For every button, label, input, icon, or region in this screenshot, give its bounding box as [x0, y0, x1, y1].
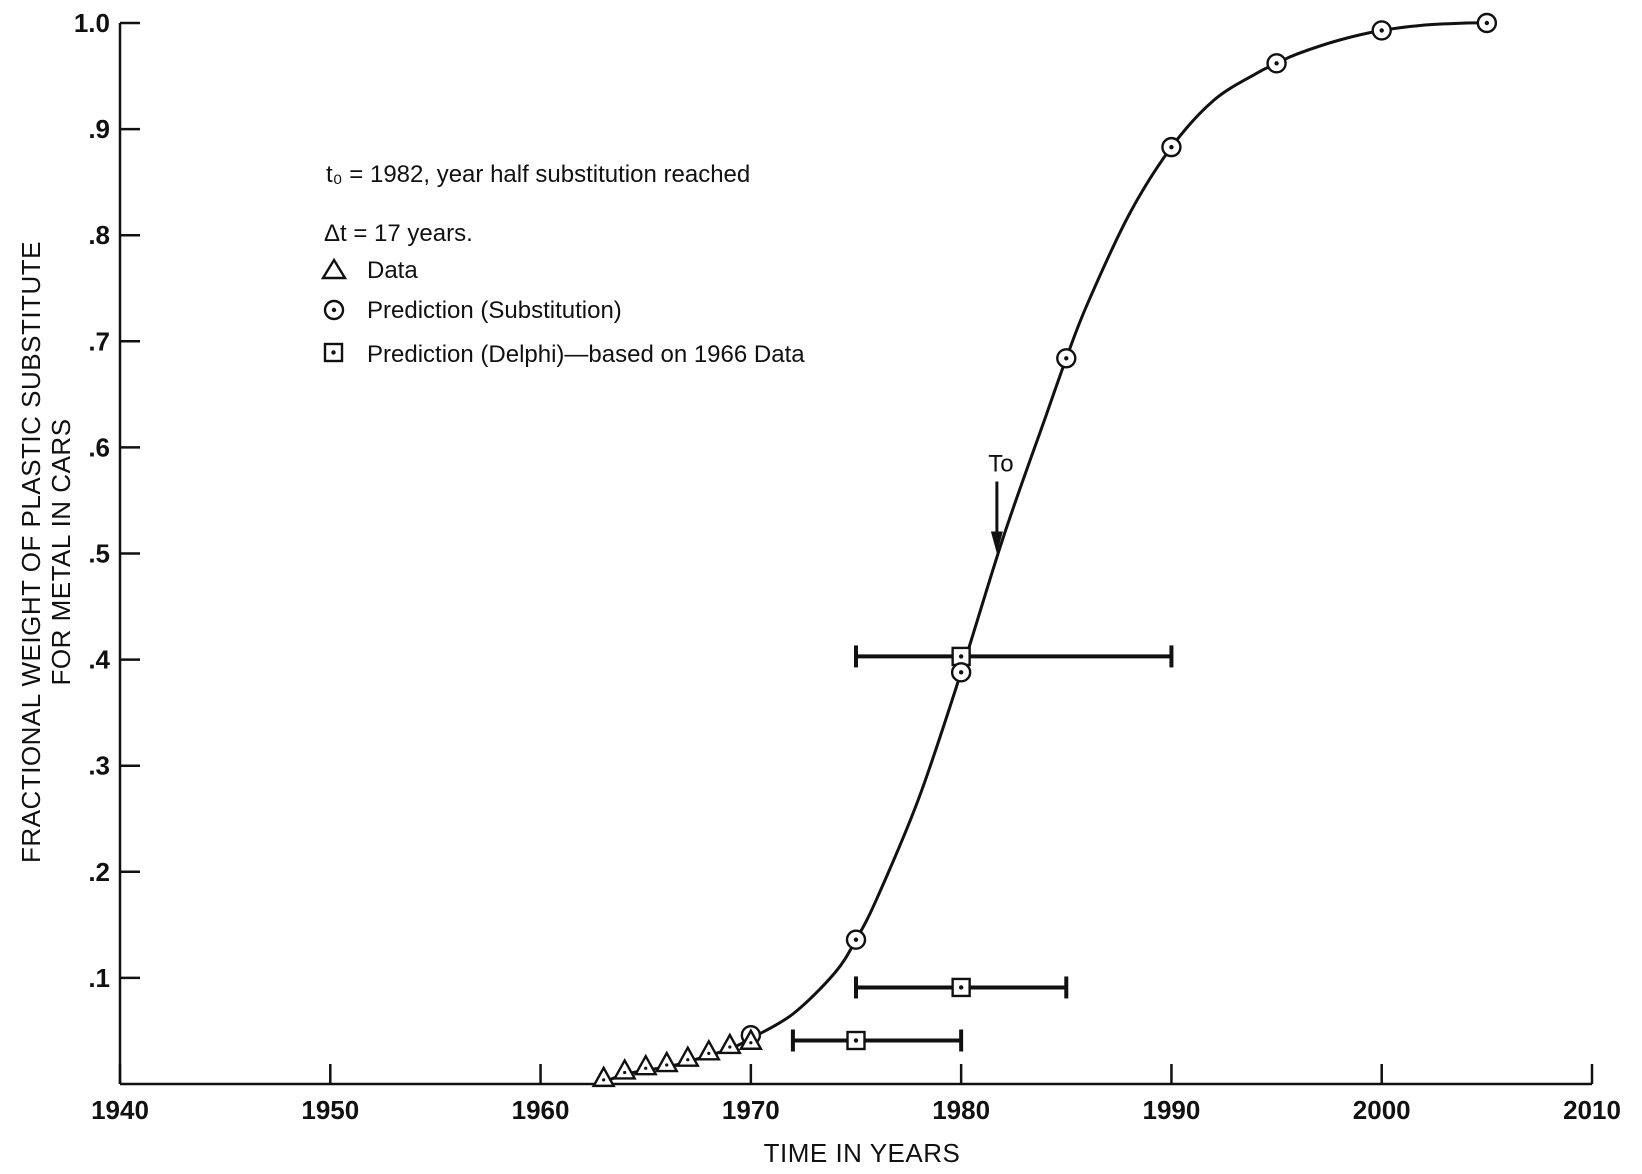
x-tick-label: 1990: [1143, 1095, 1201, 1125]
legend: t₀ = 1982, year half substitution reache…: [320, 161, 805, 368]
delphi-square-marker-dot: [853, 1038, 859, 1043]
data-triangle-marker-dot: [728, 1045, 732, 1049]
data-triangle-marker-dot: [749, 1041, 753, 1045]
x-tick-label: 1940: [91, 1095, 149, 1125]
legend-square-dot-center: [331, 350, 336, 355]
legend-label-delphi: Prediction (Delphi)—based on 1966 Data: [367, 341, 805, 368]
data-triangle-marker: [738, 1028, 763, 1050]
data-triangle-marker: [612, 1057, 637, 1080]
x-tick-label: 1970: [722, 1095, 780, 1125]
y-axis-title-line2: FOR METAL IN CARS: [46, 418, 76, 685]
substitution-circle-marker-dot: [1379, 28, 1384, 33]
delphi-square-marker-dot: [958, 654, 964, 659]
x-tick-label: 2000: [1353, 1095, 1411, 1125]
substitution-circle-marker-dot: [1169, 144, 1174, 150]
legend-label-data: Data: [367, 257, 418, 284]
to-arrow-icon: [990, 531, 1003, 554]
x-tick-label: 1960: [512, 1095, 570, 1125]
delphi-square-marker-dot: [958, 985, 964, 990]
data-triangle-marker: [633, 1053, 658, 1076]
y-tick-label: .9: [88, 114, 110, 144]
x-tick-label: 1980: [932, 1095, 990, 1125]
legend-line-t0: t₀ = 1982, year half substitution reache…: [326, 161, 750, 188]
data-triangle-marker-dot: [665, 1063, 669, 1067]
data-triangle-marker-dot: [602, 1078, 606, 1082]
legend-line-delta-t: Δt = 17 years.: [324, 220, 473, 247]
axes: 1940 1950 1960 1970 1980 1990 2000 2010 .1 .2 .3 .4…: [74, 8, 1621, 1125]
data-triangle-marker: [591, 1065, 616, 1088]
y-tick-label: .7: [88, 326, 110, 356]
marks-layer: [591, 12, 1498, 1088]
substitution-circle-marker-dot: [853, 937, 859, 942]
substitution-circle-marker-dot: [1064, 356, 1069, 361]
y-tick-label: .6: [88, 432, 110, 462]
y-tick-label: .2: [88, 857, 110, 887]
x-axis-title: TIME IN YEARS: [764, 1138, 961, 1168]
data-triangle-marker: [717, 1032, 742, 1055]
y-tick-label: .1: [88, 963, 110, 993]
x-tick-label: 1950: [301, 1095, 359, 1125]
substitution-circle-marker-dot: [1484, 20, 1490, 26]
data-triangle-marker-dot: [707, 1051, 711, 1055]
data-triangle-marker: [654, 1050, 679, 1073]
y-tick-label: 1.0: [74, 8, 110, 38]
substitution-circle-marker-dot: [1274, 61, 1279, 66]
data-triangle-marker: [696, 1038, 721, 1061]
legend-circle-dot-center: [331, 307, 337, 313]
data-triangle-marker-dot: [644, 1066, 648, 1070]
data-triangle-marker-dot: [686, 1058, 690, 1062]
substitution-circle-marker-dot: [958, 670, 964, 675]
x-tick-label: 2010: [1563, 1095, 1621, 1125]
y-axis-title-line1: FRACTIONAL WEIGHT OF PLASTIC SUBSTITUTE: [16, 241, 46, 863]
legend-label-substitution: Prediction (Substitution): [367, 297, 622, 324]
y-tick-label: .4: [88, 645, 110, 675]
data-triangle-marker: [675, 1045, 700, 1067]
y-tick-label: .8: [88, 220, 110, 250]
legend-triangle-icon: [320, 257, 348, 280]
data-triangle-marker-dot: [623, 1070, 627, 1075]
to-annotation: To: [988, 451, 1014, 554]
y-tick-label: .3: [88, 751, 110, 781]
y-tick-label: .5: [88, 539, 110, 569]
to-label: To: [988, 451, 1013, 478]
